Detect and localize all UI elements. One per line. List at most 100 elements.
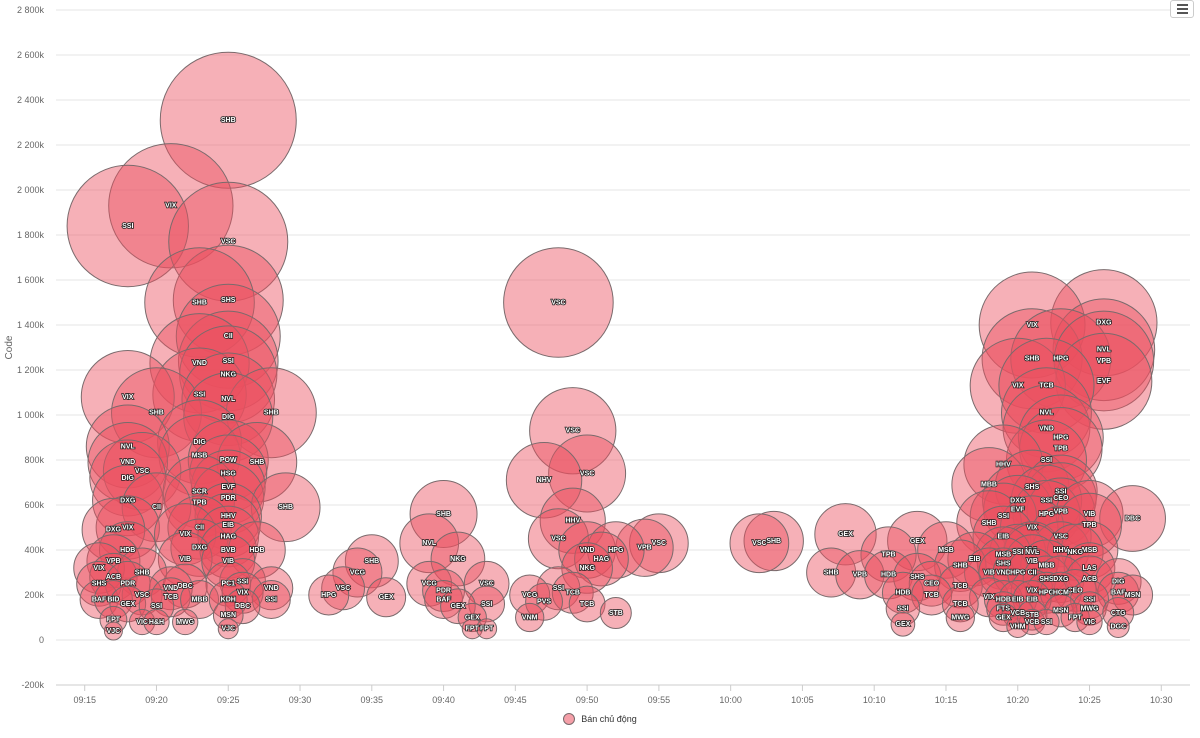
bubble-fpt[interactable] <box>461 618 483 640</box>
bubble-vsc[interactable] <box>168 181 289 302</box>
bubble-hpg[interactable] <box>587 521 645 579</box>
bubble-hpg[interactable] <box>1010 308 1112 410</box>
bubble-mbb[interactable] <box>180 580 220 619</box>
bubble-mbb[interactable] <box>951 447 1027 523</box>
bubble-h&h[interactable] <box>143 608 170 636</box>
bubble-vnd[interactable] <box>148 566 193 611</box>
bubble-vic[interactable] <box>1076 608 1103 636</box>
bubble-shb[interactable] <box>934 539 987 592</box>
bubble-hsg[interactable] <box>189 434 268 513</box>
bubble-shb[interactable] <box>159 51 297 189</box>
bubble-stb[interactable] <box>599 597 632 629</box>
bubble-vnm[interactable] <box>515 602 545 633</box>
bubble-eib[interactable] <box>195 492 261 558</box>
bubble-shb[interactable] <box>743 510 804 572</box>
bubble-gex[interactable] <box>457 602 487 633</box>
legend[interactable]: Bán chủ động <box>0 713 1200 725</box>
bubble-vix[interactable] <box>969 337 1066 434</box>
bubble-shb[interactable] <box>981 308 1083 410</box>
bubble-nhv[interactable] <box>505 442 583 519</box>
bubble-vjc[interactable] <box>217 618 239 640</box>
bubble-vix[interactable] <box>978 271 1086 379</box>
bubble-dbc[interactable] <box>162 563 208 609</box>
bubble-tcb[interactable] <box>941 585 979 623</box>
bubble-gex[interactable] <box>109 585 147 623</box>
bubble-vsc[interactable] <box>503 247 614 358</box>
bubble-shs[interactable] <box>172 244 284 356</box>
bubble-hag[interactable] <box>574 531 629 587</box>
bubble-tcb[interactable] <box>911 574 953 616</box>
bubble-evf[interactable] <box>1055 332 1153 430</box>
bubble-vsc[interactable] <box>321 566 366 611</box>
bubble-pdr[interactable] <box>192 462 265 535</box>
bubble-dig[interactable] <box>183 372 274 463</box>
bubble-tcb[interactable] <box>568 585 606 623</box>
bubble-vib[interactable] <box>964 547 1015 598</box>
bubble-gex[interactable] <box>890 611 916 637</box>
bubble-vpb[interactable] <box>615 518 674 577</box>
bubble-dxg[interactable] <box>92 464 164 537</box>
bubble-mwg[interactable] <box>172 608 199 636</box>
bubble-nkg[interactable] <box>1046 523 1104 581</box>
bubble-hpg[interactable] <box>1017 394 1104 481</box>
bubble-msb[interactable] <box>975 526 1032 583</box>
bubble-ssi[interactable] <box>251 580 291 619</box>
bubble-shb[interactable] <box>409 480 478 548</box>
bubble-nvl[interactable] <box>399 513 460 574</box>
bubble-gex[interactable] <box>988 602 1019 633</box>
bubble-cii[interactable] <box>175 283 281 389</box>
bubble-mbb[interactable] <box>1020 539 1073 592</box>
bubble-acb[interactable] <box>1065 555 1114 603</box>
bubble-msn[interactable] <box>1112 574 1154 616</box>
bubble-dxg[interactable] <box>81 497 146 562</box>
bubble-gex[interactable] <box>814 503 877 566</box>
bubble-vix[interactable] <box>108 143 234 269</box>
bubble-mwg[interactable] <box>1072 591 1107 626</box>
bubble-hhv[interactable] <box>539 487 606 554</box>
bubble-ssi[interactable] <box>1010 464 1083 537</box>
bubble-vcb[interactable] <box>1018 608 1046 636</box>
bubble-dbc[interactable] <box>1099 485 1166 552</box>
bubble-msn[interactable] <box>1044 594 1078 628</box>
bubble-gex[interactable] <box>366 577 407 618</box>
bubble-baf[interactable] <box>79 580 119 619</box>
bubble-pow[interactable] <box>187 419 269 501</box>
bubble-shb[interactable] <box>225 367 317 459</box>
bubble-ssi[interactable] <box>66 164 189 288</box>
bubble-ssi[interactable] <box>152 347 247 442</box>
bubble-dbc[interactable] <box>224 588 261 625</box>
bubble-vib[interactable] <box>157 531 213 587</box>
bubble-vic[interactable] <box>128 608 156 636</box>
hamburger-menu-icon[interactable] <box>1170 0 1194 18</box>
bubble-vsc[interactable] <box>548 434 627 513</box>
bubble-vpb[interactable] <box>1053 310 1155 412</box>
bubble-hag[interactable] <box>197 505 260 568</box>
bubble-hpg[interactable] <box>308 574 350 616</box>
bubble-nkg[interactable] <box>561 542 613 594</box>
bubble-hdb[interactable] <box>98 521 157 579</box>
bubble-shs[interactable] <box>76 560 122 607</box>
bubble-ssi[interactable] <box>1033 608 1060 636</box>
bubble-tpb[interactable] <box>860 526 917 583</box>
bubble-vix[interactable] <box>80 350 175 444</box>
bubble-fpt[interactable] <box>99 605 128 634</box>
bubble-bid[interactable] <box>93 580 133 619</box>
bubble-mwg[interactable] <box>945 602 975 633</box>
bubble-vix[interactable] <box>95 495 160 560</box>
bubble-vnd[interactable] <box>249 566 294 611</box>
bubble-vsc[interactable] <box>529 387 617 475</box>
bubble-dgc[interactable] <box>1106 615 1130 638</box>
bubble-ssi[interactable] <box>536 566 581 611</box>
bubble-vcg[interactable] <box>509 574 551 616</box>
bubble-shb[interactable] <box>806 547 857 598</box>
bubble-gex[interactable] <box>887 510 948 572</box>
bubble-vsc[interactable] <box>527 508 589 570</box>
bubble-vhm[interactable] <box>1006 615 1030 638</box>
bubble-shb[interactable] <box>144 247 255 358</box>
bubble-ssi[interactable] <box>138 588 175 625</box>
bubble-eib[interactable] <box>947 531 1003 587</box>
bubble-ssi[interactable] <box>885 591 921 626</box>
bubble-shb[interactable] <box>111 367 202 459</box>
bubble-vnd[interactable] <box>1002 384 1091 473</box>
bubble-shb[interactable] <box>216 421 298 503</box>
